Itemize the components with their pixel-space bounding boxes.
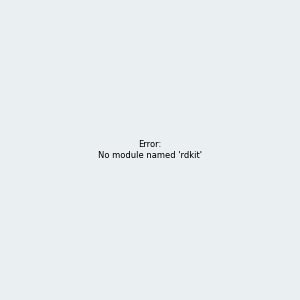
Text: Error:
No module named 'rdkit': Error: No module named 'rdkit' <box>98 140 202 160</box>
